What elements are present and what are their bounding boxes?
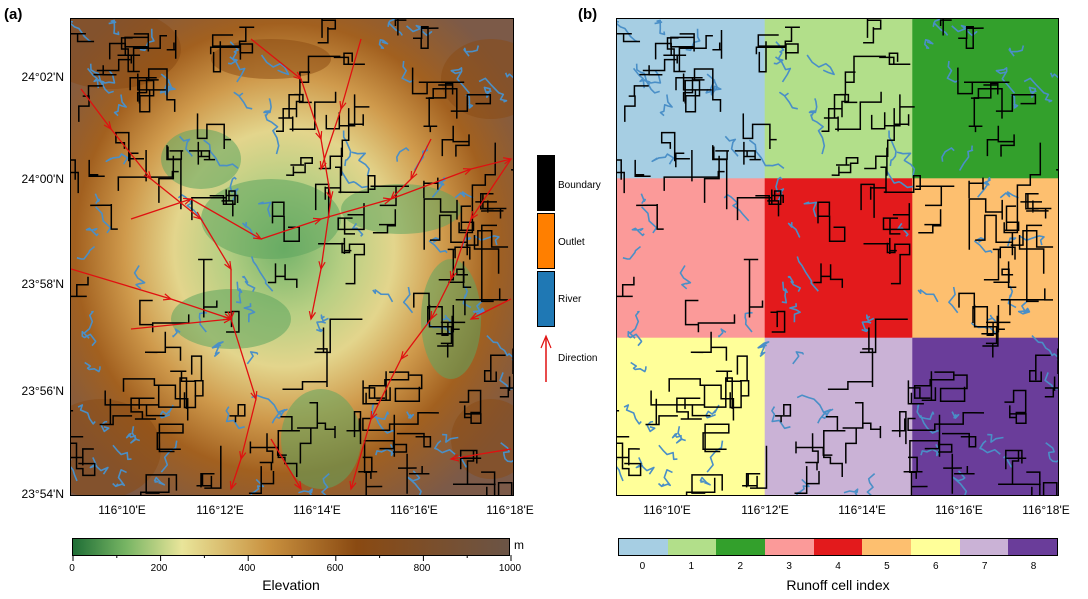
catchment-boundaries bbox=[71, 19, 513, 495]
runoff-tick-6: 6 bbox=[932, 561, 939, 572]
lon-label-a-116-18: 116°18'E bbox=[486, 503, 534, 517]
legend-outlet-label: Outlet bbox=[558, 237, 585, 248]
runoff-tick-8: 8 bbox=[1030, 561, 1037, 572]
elevation-colorbar bbox=[72, 538, 510, 556]
runoff-colorbar-title: Runoff cell index bbox=[786, 577, 890, 593]
elevation-tick-0: 0 bbox=[69, 563, 75, 574]
lon-label-a-116-10: 116°10'E bbox=[98, 503, 146, 517]
runoff-colorbar-segment-8 bbox=[1008, 539, 1058, 555]
runoff-tick-2: 2 bbox=[737, 561, 743, 572]
panel-b-label: (b) bbox=[578, 6, 598, 23]
runoff-cell-7 bbox=[764, 337, 913, 495]
legend-river-swatch bbox=[537, 271, 555, 327]
runoff-cell-4 bbox=[764, 178, 913, 339]
runoff-cells bbox=[617, 19, 1058, 495]
legend-direction-arrow-icon bbox=[540, 334, 552, 382]
legend-boundary-label: Boundary bbox=[558, 180, 601, 191]
lat-label-24-02: 24°02'N bbox=[21, 70, 64, 84]
elevation-colorbar-title: Elevation bbox=[262, 577, 320, 593]
river-network bbox=[71, 19, 513, 495]
legend-outlet-swatch bbox=[537, 213, 555, 269]
flow-direction-arrows bbox=[71, 38, 513, 491]
elevation-tick-200: 200 bbox=[150, 563, 168, 574]
elevation-tick-600: 600 bbox=[326, 563, 344, 574]
lon-label-b-116-14: 116°14'E bbox=[838, 503, 886, 517]
lat-label-23-58: 23°58'N bbox=[21, 277, 64, 291]
runoff-tick-3: 3 bbox=[786, 561, 792, 572]
elevation-map bbox=[70, 18, 514, 496]
runoff-colorbar bbox=[618, 538, 1058, 556]
legend-river-label: River bbox=[558, 294, 582, 305]
runoff-colorbar-segment-6 bbox=[911, 539, 960, 555]
runoff-tick-0: 0 bbox=[639, 561, 646, 572]
lon-label-b-116-12: 116°12'E bbox=[741, 503, 789, 517]
runoff-cell-0 bbox=[617, 19, 766, 179]
runoff-cell-map-canvas bbox=[617, 19, 1058, 495]
panel-a-label: (a) bbox=[4, 6, 23, 23]
runoff-cell-6 bbox=[617, 337, 766, 495]
runoff-tick-4: 4 bbox=[835, 561, 841, 572]
lon-label-b-116-10: 116°10'E bbox=[643, 503, 691, 517]
runoff-colorbar-segment-5 bbox=[862, 539, 912, 555]
runoff-tick-5: 5 bbox=[884, 561, 890, 572]
lon-label-a-116-12: 116°12'E bbox=[196, 503, 244, 517]
runoff-cell-8 bbox=[912, 337, 1058, 495]
runoff-cell-2 bbox=[912, 19, 1058, 179]
elevation-unit: m bbox=[514, 538, 524, 552]
lon-label-a-116-16: 116°16'E bbox=[390, 503, 438, 517]
runoff-colorbar-segment-3 bbox=[765, 539, 814, 555]
lon-label-b-116-18: 116°18'E bbox=[1022, 503, 1070, 517]
legend-direction-label: Direction bbox=[558, 353, 598, 364]
elevation-tick-1000: 1000 bbox=[498, 563, 522, 574]
lon-label-b-116-16: 116°16'E bbox=[935, 503, 983, 517]
runoff-tick-1: 1 bbox=[688, 561, 695, 572]
elevation-tick-400: 400 bbox=[238, 563, 256, 574]
runoff-colorbar-segment-0 bbox=[619, 539, 668, 555]
elevation-tick-800: 800 bbox=[413, 563, 431, 574]
legend-boundary-swatch bbox=[537, 155, 555, 211]
lat-label-24-00: 24°00'N bbox=[21, 172, 64, 186]
lat-label-23-56: 23°56'N bbox=[21, 384, 64, 398]
river-network bbox=[617, 19, 1058, 495]
elevation-colorbar-ticks bbox=[72, 555, 512, 561]
runoff-colorbar-segment-4 bbox=[813, 539, 863, 555]
catchment-boundaries bbox=[617, 19, 1058, 495]
runoff-colorbar-segment-2 bbox=[716, 539, 766, 555]
runoff-cell-map bbox=[616, 18, 1059, 496]
lat-label-23-54: 23°54'N bbox=[21, 487, 64, 501]
runoff-colorbar-segment-1 bbox=[667, 539, 717, 555]
runoff-cell-3 bbox=[617, 178, 766, 339]
elevation-map-canvas bbox=[71, 19, 513, 495]
lon-label-a-116-14: 116°14'E bbox=[293, 503, 341, 517]
runoff-colorbar-segment-7 bbox=[959, 539, 1009, 555]
valley-shading bbox=[161, 129, 481, 489]
runoff-tick-7: 7 bbox=[981, 561, 988, 572]
